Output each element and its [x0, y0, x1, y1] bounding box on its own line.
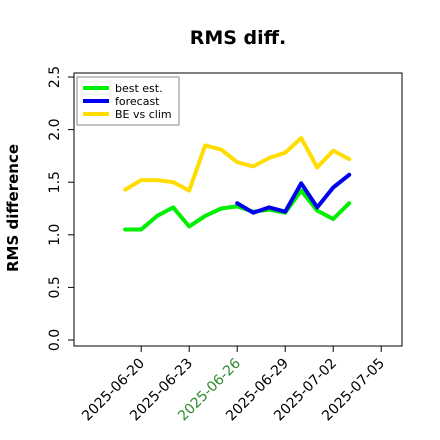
y-tick-label: 0.0: [47, 329, 63, 351]
y-axis-label: RMS difference: [4, 144, 22, 272]
series-line: [123, 188, 352, 232]
chart-title: RMS diff.: [190, 27, 287, 49]
legend-label: forecast: [115, 95, 160, 108]
y-tick-label: 1.0: [47, 224, 63, 246]
series-lines: [123, 136, 352, 232]
series-line: [123, 136, 352, 193]
y-tick-label: 2.5: [47, 66, 63, 88]
x-axis-ticks: 2025-06-202025-06-232025-06-262025-06-29…: [79, 346, 388, 424]
series-line: [235, 172, 352, 215]
legend-label: BE vs clim: [115, 108, 172, 121]
y-tick-label: 2.0: [47, 118, 63, 140]
y-tick-label: 1.5: [47, 171, 63, 193]
y-axis-ticks: 0.0 0.5 1.0 1.5 2.0 2.5: [47, 66, 74, 351]
plot-area: [73, 72, 403, 347]
legend-label: best est.: [115, 82, 163, 95]
y-tick-label: 0.5: [47, 276, 63, 298]
